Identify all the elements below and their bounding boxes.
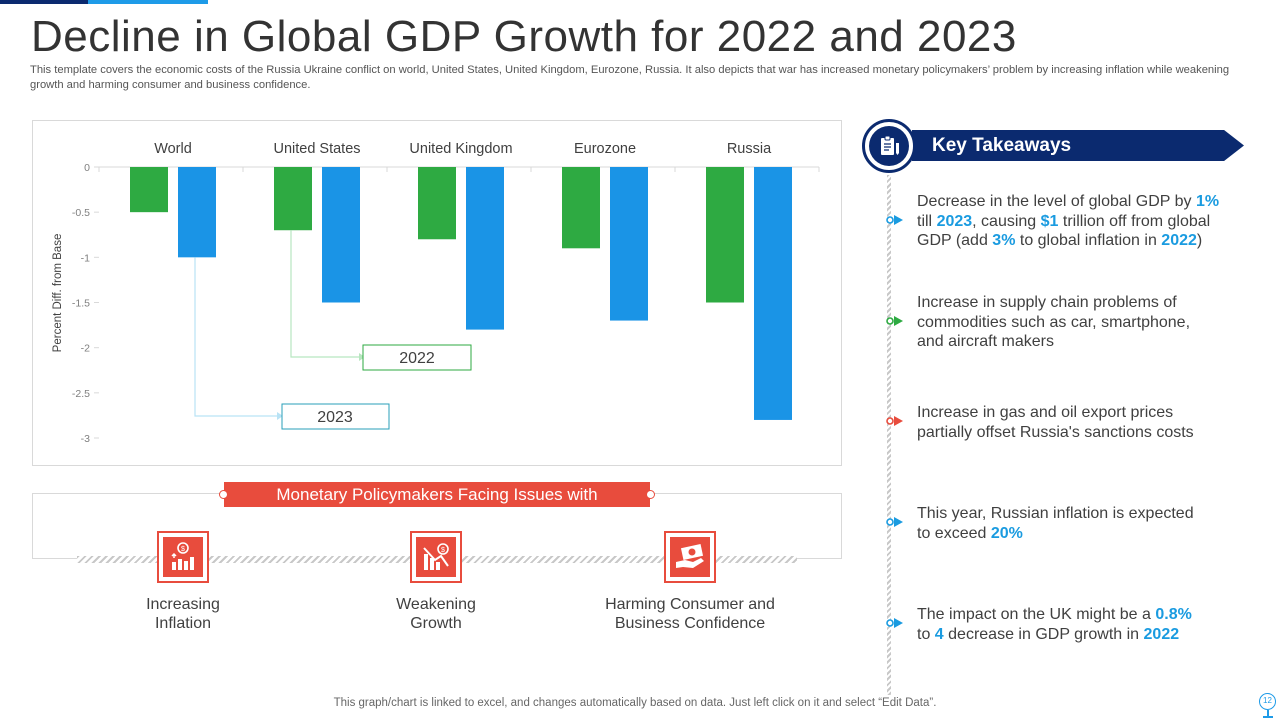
issues-banner: Monetary Policymakers Facing Issues with [224, 482, 650, 507]
bar-2023-russia [754, 167, 792, 420]
y-tick-label: -0.5 [72, 207, 90, 219]
banner-dot-right [646, 490, 655, 499]
legend-arrowhead-2022 [359, 353, 365, 361]
category-label: Eurozone [574, 141, 636, 157]
issue-label-growth: Weakening Growth [396, 596, 476, 632]
bar-2023-world [178, 167, 216, 258]
page-number: 12 [1259, 693, 1276, 710]
legend-box-2022 [362, 344, 472, 371]
category-label: United States [273, 141, 360, 157]
page-title: Decline in Global GDP Growth for 2022 an… [31, 12, 1017, 61]
bar-2022-united-kingdom [418, 167, 456, 240]
legend-label-2022: 2022 [399, 350, 435, 367]
clipboard-icon [862, 119, 916, 173]
takeaway-arrow-icon [886, 517, 903, 527]
svg-text:$: $ [181, 546, 185, 553]
bar-2022-eurozone [562, 167, 600, 249]
takeaway-item: Increase in supply chain problems of com… [917, 294, 1191, 350]
y-tick-label: -3 [81, 433, 90, 445]
legend-arrowhead-2023 [277, 412, 283, 420]
key-takeaways-heading: Key Takeaways [912, 130, 1244, 161]
category-label: United Kingdom [409, 141, 512, 157]
legend-connector-2023 [194, 257, 277, 417]
takeaway-arrow-icon [886, 416, 903, 426]
chart-container[interactable]: 0 -0.5 -1 -1.5 -2 -2.5 -3 Percent Diff. from Ba… [32, 120, 842, 466]
takeaways-timeline [887, 175, 891, 695]
page-number-stand [1267, 710, 1269, 718]
bar-2022-world [130, 167, 168, 213]
top-accent-bar-dark [0, 0, 88, 4]
bar-2023-united-kingdom [466, 167, 504, 330]
page-subtitle: This template covers the economic costs … [30, 64, 1230, 91]
bar-2023-united-states [322, 167, 360, 303]
legend-label-2023: 2023 [317, 409, 353, 426]
takeaway-item: The impact on the UK might be a 0.8% to … [917, 606, 1192, 643]
svg-text:$: $ [441, 547, 445, 554]
takeaway-item: Increase in gas and oil export prices pa… [917, 404, 1194, 441]
takeaway-item: Decrease in the level of global GDP by 1… [917, 193, 1220, 249]
legend-box-2023 [281, 403, 390, 430]
bar-2022-united-states [274, 167, 312, 231]
bar-2022-russia [706, 167, 744, 303]
category-label: World [154, 141, 192, 157]
page-number-base [1263, 716, 1273, 718]
takeaway-arrow-icon [886, 316, 903, 326]
takeaway-item: This year, Russian inflation is expected… [917, 505, 1194, 542]
y-tick-label: 0 [84, 162, 90, 174]
bar-2023-eurozone [610, 167, 648, 321]
banner-dot-left [219, 490, 228, 499]
y-tick-label: -1 [81, 252, 90, 264]
issue-label-confidence: Harming Consumer and Business Confidence [605, 596, 775, 632]
money-hand-icon [664, 531, 716, 583]
top-accent-bar-light [88, 0, 208, 4]
y-tick-label: -2 [81, 343, 90, 355]
issue-label-inflation: Increasing Inflation [146, 596, 220, 632]
legend-connector-2022 [290, 230, 359, 358]
footer-note: This graph/chart is linked to excel, and… [333, 697, 937, 709]
y-axis-title: Percent Diff. from Base [52, 234, 64, 353]
inflation-chart-icon: $ [157, 531, 209, 583]
gdp-bar-chart: 0 -0.5 -1 -1.5 -2 -2.5 -3 Percent Diff. from Ba… [52, 141, 820, 445]
y-tick-label: -2.5 [72, 388, 90, 400]
takeaway-arrow-icon [886, 618, 903, 628]
takeaway-arrow-icon [886, 215, 903, 225]
category-label: Russia [727, 141, 772, 157]
declining-growth-icon: $ [410, 531, 462, 583]
y-tick-label: -1.5 [72, 298, 90, 310]
